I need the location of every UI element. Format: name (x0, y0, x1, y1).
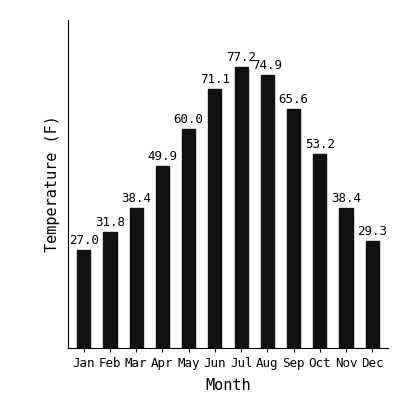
Bar (366, 241, 379, 348)
Bar (104, 232, 116, 348)
Text: 53.2: 53.2 (305, 138, 335, 151)
Bar (130, 208, 143, 348)
Text: 29.3: 29.3 (357, 225, 387, 238)
Bar (182, 129, 195, 348)
Text: 71.1: 71.1 (200, 73, 230, 86)
Text: 27.0: 27.0 (69, 234, 99, 247)
Text: 38.4: 38.4 (121, 192, 151, 205)
Text: 31.8: 31.8 (95, 216, 125, 229)
Bar (208, 89, 222, 348)
Text: 65.6: 65.6 (278, 93, 308, 106)
Bar (156, 166, 169, 348)
Text: 38.4: 38.4 (331, 192, 361, 205)
Bar (261, 75, 274, 348)
Text: 49.9: 49.9 (148, 150, 178, 163)
Y-axis label: Temperature (F): Temperature (F) (45, 116, 60, 252)
Text: 60.0: 60.0 (174, 114, 204, 126)
Bar (287, 109, 300, 348)
Bar (313, 154, 326, 348)
Text: 74.9: 74.9 (252, 59, 282, 72)
Text: 77.2: 77.2 (226, 51, 256, 64)
X-axis label: Month: Month (205, 378, 251, 393)
Bar (234, 67, 248, 348)
Bar (340, 208, 352, 348)
Bar (77, 250, 90, 348)
